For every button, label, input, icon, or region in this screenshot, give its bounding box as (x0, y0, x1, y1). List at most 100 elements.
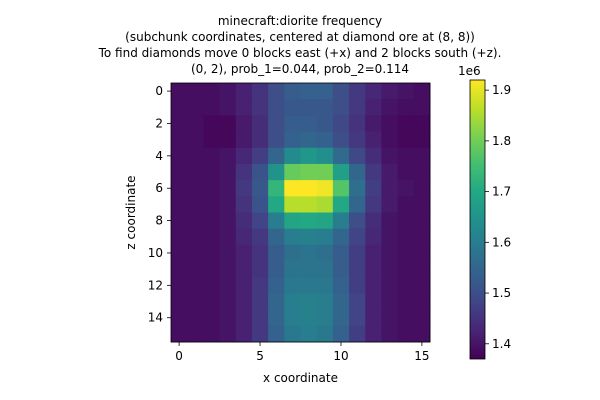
heatmap-cell (316, 163, 334, 181)
heatmap-cell (381, 163, 399, 181)
heatmap-cell (300, 163, 318, 181)
heatmap-cell (365, 244, 382, 262)
heatmap-cell (381, 115, 399, 132)
heatmap-cell (332, 325, 350, 343)
heatmap-cell (381, 244, 399, 262)
heatmap-cell (332, 180, 350, 197)
heatmap-cell (332, 261, 350, 278)
heatmap-cell (381, 228, 399, 246)
heatmap-cell (284, 115, 301, 132)
heatmap-cell (235, 212, 253, 230)
heatmap-cell (381, 293, 399, 311)
heatmap-cell (203, 277, 220, 294)
heatmap-cell (413, 83, 431, 100)
heatmap-cell (413, 228, 431, 246)
heatmap-cell (268, 309, 285, 327)
heatmap-cell (171, 131, 188, 149)
heatmap-cell (365, 325, 382, 343)
heatmap-cell (219, 131, 237, 149)
heatmap-cell (187, 309, 204, 327)
colorbar-tick-label: 1.6 (492, 235, 511, 249)
heatmap-cell (349, 99, 366, 116)
heatmap-cell (187, 293, 204, 311)
heatmap-cell (203, 163, 220, 181)
heatmap-cell (171, 83, 188, 100)
heatmap-cell (235, 244, 253, 262)
heatmap-cell (187, 147, 204, 165)
heatmap-cell (268, 244, 285, 262)
heatmap-cell (268, 261, 285, 278)
heatmap-cell (413, 309, 431, 327)
heatmap-cell (235, 180, 253, 197)
heatmap-cell (187, 131, 204, 149)
y-tick-label: 2 (155, 116, 163, 130)
heatmap-cell (332, 147, 350, 165)
chart-title-line: minecraft:diorite frequency (218, 14, 382, 28)
heatmap-cell (219, 212, 237, 230)
heatmap-cell (235, 309, 253, 327)
x-tick-label: 0 (175, 349, 183, 363)
heatmap-cell (219, 163, 237, 181)
heatmap-cell (316, 244, 334, 262)
heatmap-cell (381, 212, 399, 230)
heatmap-cell (316, 212, 334, 230)
heatmap-cell (235, 147, 253, 165)
heatmap-cell (171, 212, 188, 230)
heatmap-cell (284, 99, 301, 116)
heatmap-cell (187, 99, 204, 116)
heatmap-cell (251, 212, 269, 230)
y-tick-label: 14 (148, 311, 163, 325)
heatmap-cell (251, 277, 269, 294)
heatmap-cell (251, 99, 269, 116)
heatmap-cell (251, 115, 269, 132)
heatmap-cell (365, 277, 382, 294)
heatmap-cell (268, 83, 285, 100)
heatmap-cell (349, 293, 366, 311)
heatmap-cell (203, 147, 220, 165)
heatmap-cell (316, 147, 334, 165)
x-axis-label: x coordinate (263, 371, 338, 385)
heatmap-cell (413, 180, 431, 197)
x-tick-label: 10 (333, 349, 348, 363)
heatmap-cell (365, 99, 382, 116)
heatmap-cell (397, 309, 415, 327)
heatmap-cell (235, 115, 253, 132)
heatmap-cell (300, 228, 318, 246)
heatmap-cell (251, 244, 269, 262)
heatmap-cell (187, 244, 204, 262)
heatmap-cell (332, 99, 350, 116)
heatmap-cell (203, 131, 220, 149)
heatmap-cell (381, 277, 399, 294)
heatmap-cell (365, 212, 382, 230)
heatmap-cell (187, 277, 204, 294)
heatmap-cell (349, 309, 366, 327)
heatmap-cell (332, 196, 350, 213)
heatmap-cell (381, 99, 399, 116)
heatmap-cell (268, 325, 285, 343)
heatmap-cell (332, 115, 350, 132)
heatmap-cell (268, 163, 285, 181)
heatmap-cell (284, 147, 301, 165)
chart-title-line: (0, 2), prob_1=0.044, prob_2=0.114 (191, 62, 409, 76)
colorbar-tick-label: 1.4 (492, 337, 511, 351)
heatmap-cell (171, 147, 188, 165)
heatmap-cell (397, 147, 415, 165)
heatmap-cell (268, 293, 285, 311)
heatmap-cell (284, 83, 301, 100)
heatmap-cell (349, 115, 366, 132)
heatmap-cell (365, 228, 382, 246)
colorbar-multiplier-label: 1e6 (458, 64, 481, 78)
heatmap-cell (332, 293, 350, 311)
heatmap-cell (365, 83, 382, 100)
heatmap-cell (332, 131, 350, 149)
heatmap-cell (300, 180, 318, 197)
heatmap-cell (365, 309, 382, 327)
heatmap-cell (365, 131, 382, 149)
heatmap-cell (365, 147, 382, 165)
heatmap-cell (171, 309, 188, 327)
chart-title: minecraft:diorite frequency (subchunk coo… (98, 14, 502, 76)
heatmap-cell (284, 180, 301, 197)
heatmap-cell (235, 99, 253, 116)
heatmap-cell (349, 83, 366, 100)
